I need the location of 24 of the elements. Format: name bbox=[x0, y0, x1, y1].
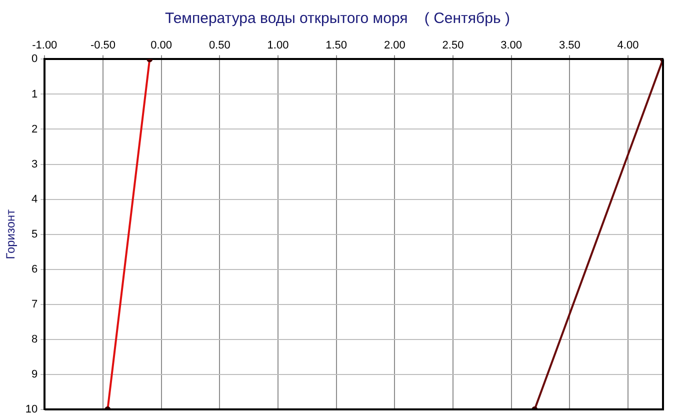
x-tick-label: 3.00 bbox=[500, 40, 522, 52]
x-tick-label: 2.00 bbox=[384, 40, 406, 52]
x-tick-label: 0.50 bbox=[208, 40, 230, 52]
y-tick-label: 9 bbox=[32, 368, 38, 380]
y-tick-label: 10 bbox=[25, 403, 38, 416]
y-tick-label: 0 bbox=[32, 53, 38, 66]
x-tick-label: 1.50 bbox=[326, 40, 348, 52]
y-tick-label: 5 bbox=[32, 228, 38, 240]
x-tick-label: 2.50 bbox=[442, 40, 464, 52]
y-tick-label: 6 bbox=[32, 263, 38, 276]
y-tick-label: 2 bbox=[32, 123, 38, 136]
y-axis-title: Горизонт bbox=[4, 208, 18, 260]
y-tick-label: 7 bbox=[32, 298, 38, 310]
y-tick-label: 1 bbox=[32, 88, 38, 100]
y-tick-label: 8 bbox=[32, 333, 38, 346]
x-tick-label: 3.50 bbox=[558, 40, 580, 52]
x-tick-label: -0.50 bbox=[90, 40, 116, 52]
x-tick-label: 0.00 bbox=[150, 40, 172, 52]
chart-title: Температура воды открытого моря ( Сентябрь ) bbox=[164, 10, 511, 27]
y-tick-label: 3 bbox=[32, 158, 38, 170]
y-tick-label: 4 bbox=[32, 193, 38, 206]
x-tick-label: 4.00 bbox=[617, 40, 639, 52]
x-tick-label: -1.00 bbox=[32, 40, 58, 52]
x-tick-label: 1.00 bbox=[267, 40, 289, 52]
